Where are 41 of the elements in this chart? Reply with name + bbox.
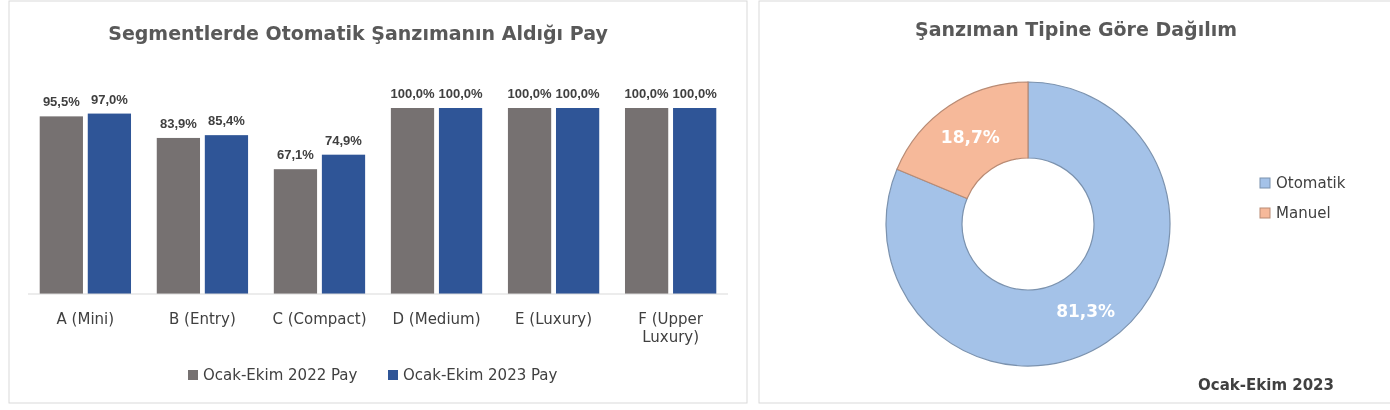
- legend-label: Ocak-Ekim 2023 Pay: [403, 366, 558, 384]
- data-label: 100,0%: [390, 86, 435, 101]
- data-label: 85,4%: [208, 113, 246, 129]
- chart-title: Segmentlerde Otomatik Şanzımanın Aldığı Pay: [108, 22, 609, 44]
- data-label: 83,9%: [159, 115, 198, 131]
- x-tick-label: E (Luxury): [515, 310, 593, 328]
- bar: [204, 135, 249, 294]
- bar: [390, 108, 435, 294]
- data-label: 67,1%: [277, 147, 315, 163]
- bar: [273, 169, 318, 294]
- data-label: 74,9%: [325, 132, 363, 148]
- x-tick-label: A (Mini): [56, 310, 115, 328]
- legend-label: Ocak-Ekim 2022 Pay: [203, 366, 358, 384]
- bar: [438, 108, 483, 294]
- donut-slice: [885, 81, 1171, 367]
- x-tick-label: B (Entry): [169, 310, 236, 328]
- bar: [507, 108, 552, 294]
- x-tick-label: C (Compact): [272, 310, 367, 328]
- data-label: 18,7%: [940, 127, 1000, 148]
- bar: [624, 108, 669, 294]
- legend-label: Otomatik: [1276, 174, 1346, 192]
- legend-label: Manuel: [1276, 204, 1331, 222]
- bar: [673, 108, 717, 294]
- data-label: 100,0%: [438, 86, 484, 101]
- x-tick-label: F (Upper Luxury): [638, 310, 704, 346]
- bar: [39, 116, 83, 294]
- data-label: 100,0%: [555, 86, 601, 101]
- data-label: 100,0%: [507, 86, 553, 101]
- donut-slice: [896, 81, 1029, 200]
- chart-title: Şanzıman Tipine Göre Dağılım: [914, 18, 1238, 40]
- bar: [555, 108, 600, 294]
- data-label: 81,3%: [1056, 300, 1116, 321]
- data-label: 97,0%: [90, 91, 129, 107]
- bar: [321, 154, 366, 294]
- data-label: 100,0%: [624, 86, 670, 101]
- text: Ocak-Ekim 2023: [1198, 376, 1334, 394]
- bar: [87, 113, 132, 294]
- x-tick-label: D (Medium): [392, 310, 481, 328]
- bar: [156, 137, 201, 294]
- data-label: 100,0%: [672, 86, 718, 101]
- data-label: 95,5%: [42, 94, 81, 110]
